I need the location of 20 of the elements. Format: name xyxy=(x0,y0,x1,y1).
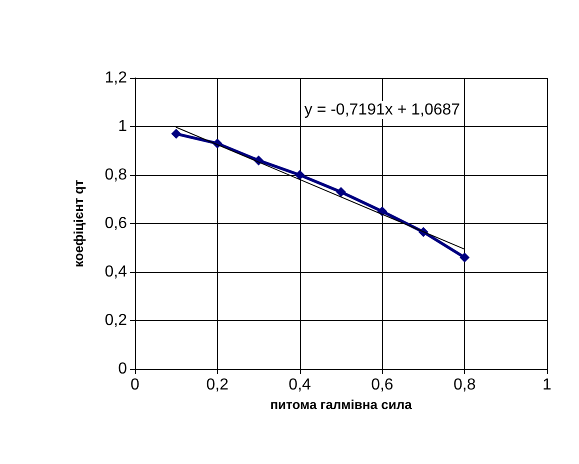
y-tick-label: 1,2 xyxy=(104,70,128,86)
y-tick-label: 0,2 xyxy=(104,312,128,329)
x-tick-label: 0,6 xyxy=(371,376,394,394)
x-tick-label: 0,4 xyxy=(288,376,312,394)
x-tick-label: 0,2 xyxy=(206,376,229,394)
y-tick-label: 1 xyxy=(118,118,128,135)
x-tick-label: 0,8 xyxy=(453,376,476,394)
x-tick-label: 0 xyxy=(130,376,140,394)
point xyxy=(171,128,182,139)
point xyxy=(460,252,470,262)
point xyxy=(336,186,346,197)
x-tick-label: 1 xyxy=(542,376,552,394)
y-axis-title: коефіцієнт qт xyxy=(71,180,86,268)
y-tick-label: 0,4 xyxy=(104,264,128,280)
y-tick-label: 0,8 xyxy=(104,166,128,184)
x-axis-title: питома галмівна сила xyxy=(270,396,413,412)
y-tick-label: 0 xyxy=(118,360,128,378)
y-tick-label: 0,6 xyxy=(104,215,128,232)
point xyxy=(294,170,305,180)
annotation: y = -0,7191x + 1,0687 xyxy=(304,102,460,119)
